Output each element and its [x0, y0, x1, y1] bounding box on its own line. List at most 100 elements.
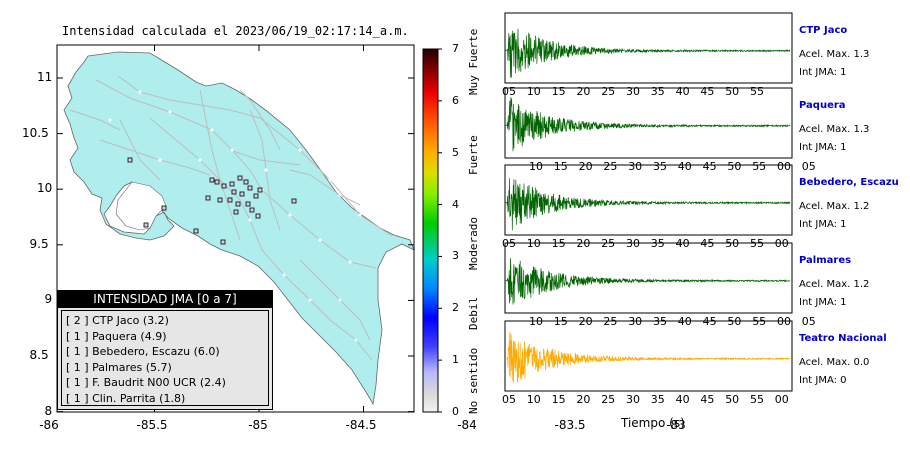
waveform-tick-label: 30 [626, 85, 640, 98]
waveform-tick-label: 35 [653, 160, 667, 173]
legend-item: [ 1 ] Palmares (5.7) [66, 360, 172, 374]
waveform-tick-label: 10 [529, 160, 543, 173]
waveform-tick-label: 15 [551, 85, 566, 98]
waveform-tick-label: 00 [777, 315, 791, 328]
waveform-trace [504, 331, 791, 383]
waveform-tick-label: 50 [725, 85, 740, 98]
waveform-tick-label: 40 [675, 85, 690, 98]
waveform-tick-label: 55 [752, 160, 767, 173]
accel-max-label: Acel. Max. 1.2 [799, 201, 870, 212]
waveform-tick-label: 05 [801, 315, 816, 328]
map-y-tick-label: 8 [44, 403, 53, 418]
waveform-tick-label: 15 [551, 393, 566, 406]
waveform-tick-label: 20 [576, 393, 591, 406]
waveform-tick-label: 40 [677, 315, 692, 328]
map-x-tick-label: -84 [457, 418, 477, 432]
colorbar-tick-label: 6 [452, 93, 459, 107]
waveform-tick-label: 35 [650, 85, 665, 98]
intensity-legend: INTENSIDAD JMA [0 a 7] [ 2 ] CTP Jaco (3… [57, 290, 273, 410]
waveform-tick-label: 30 [628, 315, 643, 328]
legend-item: [ 2 ] CTP Jaco (3.2) [66, 314, 169, 327]
waveform-tick-label: 50 [727, 160, 742, 173]
colorbar-tick-label: 0 [452, 405, 459, 418]
waveform-tick-label: 00 [774, 237, 789, 250]
map-y-tick-label: 10.5 [22, 125, 49, 140]
colorbar-tick-label: 5 [452, 145, 459, 159]
time-axis-label: Tiempo (s) [621, 416, 685, 430]
waveform-tick-label: 25 [601, 237, 616, 250]
map-y-tick-label: 9.5 [29, 236, 49, 251]
waveform-tick-label: 05 [502, 237, 516, 250]
accel-max-label: Acel. Max. 1.3 [799, 124, 870, 135]
waveform-tick-label: 25 [601, 393, 616, 406]
waveform-tick-label: 10 [526, 393, 541, 406]
waveform-tick-label: 45 [702, 160, 717, 173]
waveform-tick-label: 40 [675, 237, 690, 250]
int-jma-label: Int JMA: 1 [799, 297, 847, 308]
station-name: Bebedero, Escazu [799, 177, 899, 188]
map-y-tick-label: 11 [37, 70, 53, 84]
colorbar-tick-label: 4 [452, 197, 459, 211]
waveform-tick-label: 20 [576, 85, 591, 98]
map-x-tick-label: -84.5 [345, 418, 377, 432]
waveform-tick-label: 25 [603, 160, 618, 173]
int-jma-label: Int JMA: 0 [799, 375, 847, 386]
legend-item: [ 1 ] F. Baudrit N00 UCR (2.4) [66, 376, 226, 390]
station-name: CTP Jaco [799, 25, 848, 36]
waveform-tick-label: 15 [551, 237, 566, 250]
station-name: Paquera [799, 100, 846, 111]
waveform-trace [504, 28, 791, 78]
waveform-tick-label: 20 [576, 237, 591, 250]
waveform-tick-label: 30 [628, 160, 643, 173]
waveform-tick-label: 45 [700, 85, 715, 98]
colorbar-tick-label: 1 [452, 353, 459, 367]
map-y-tick-label: 8.5 [29, 348, 49, 362]
waveform-tick-label: 10 [526, 237, 541, 250]
colorbar-tick-label: 7 [452, 42, 459, 55]
station-name: Teatro Nacional [799, 333, 887, 344]
waveform-tick-label: 30 [626, 237, 640, 250]
map-y-tick-label: 9 [44, 292, 53, 307]
accel-max-label: Acel. Max. 0.0 [799, 357, 870, 368]
waveform-tick-label: 40 [677, 160, 692, 173]
waveform-tick-label: 50 [725, 393, 740, 406]
int-jma-label: Int JMA: 1 [799, 67, 847, 78]
map-y-tick-label: 10 [37, 181, 53, 196]
waveform-tick-label: 15 [553, 160, 568, 173]
accel-max-label: Acel. Max. 1.2 [799, 279, 870, 290]
waveform-tick-label: 00 [777, 160, 791, 173]
waveform-tick-label: 20 [578, 160, 593, 173]
waveform-tick-label: 05 [801, 160, 816, 173]
map-x-tick-label: -83 [666, 418, 686, 432]
waveform-tick-label: 25 [603, 315, 618, 328]
waveform-tick-label: 10 [526, 85, 541, 98]
colorbar-tick-label: 2 [452, 301, 459, 315]
waveform-tick-label: 20 [578, 315, 593, 328]
waveform-tick-label: 45 [700, 237, 715, 250]
station-name: Palmares [799, 255, 852, 266]
waveform-tick-label: 45 [702, 315, 717, 328]
waveform-tick-label: 55 [752, 315, 767, 328]
legend-item: [ 1 ] Clin. Parrita (1.8) [66, 391, 186, 405]
waveform-tick-label: 35 [650, 393, 665, 406]
legend-title: INTENSIDAD JMA [0 a 7] [58, 291, 272, 308]
accel-max-label: Acel. Max. 1.3 [799, 49, 870, 60]
waveform-tick-label: 05 [502, 393, 516, 406]
colorbar-tick-label: 3 [452, 249, 459, 263]
waveform-tick-label: 55 [750, 393, 764, 406]
legend-list: [ 2 ] CTP Jaco (3.2) [ 1 ] Paquera (4.9)… [61, 310, 269, 406]
map-x-tick-label: -83.5 [554, 418, 586, 432]
legend-item: [ 1 ] Bebedero, Escazu (6.0) [66, 345, 220, 359]
waveform-trace [504, 178, 791, 231]
waveform-tick-label: 35 [650, 237, 665, 250]
waveform-tick-label: 10 [529, 315, 543, 328]
legend-item: [ 1 ] Paquera (4.9) [66, 329, 167, 343]
int-jma-label: Int JMA: 1 [799, 219, 847, 230]
waveform-tick-label: 50 [725, 237, 740, 250]
waveform-tick-label: 15 [553, 315, 568, 328]
waveform-tick-label: 00 [774, 393, 789, 406]
waveform-tick-label: 25 [601, 85, 616, 98]
waveform-tick-label: 40 [675, 393, 690, 406]
int-jma-label: Int JMA: 1 [799, 142, 847, 153]
